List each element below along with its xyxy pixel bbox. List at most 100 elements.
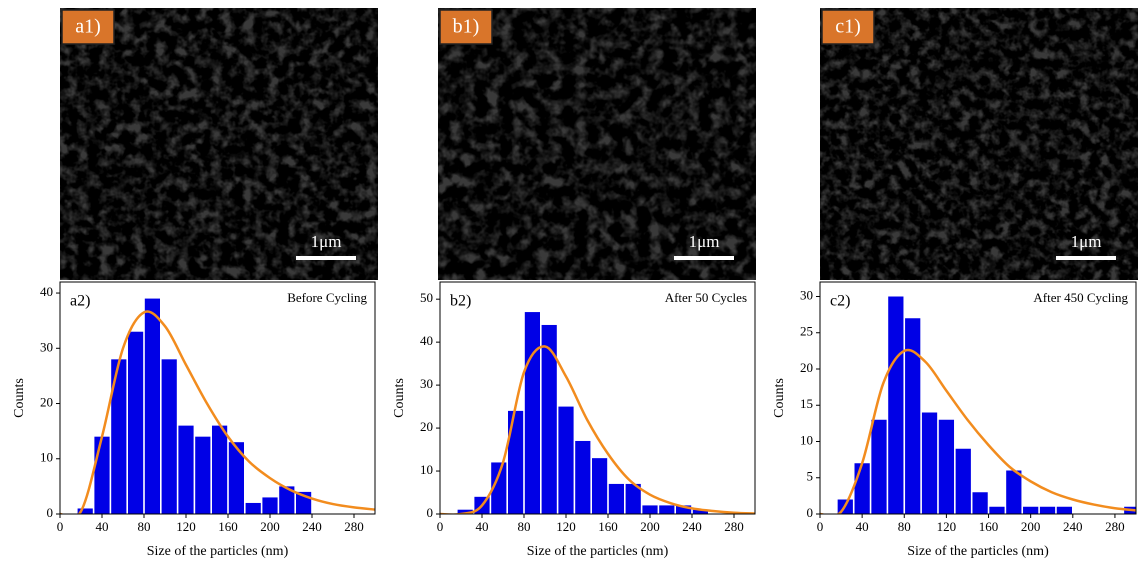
x-tick-label: 280 bbox=[724, 519, 744, 534]
histogram-bar bbox=[161, 359, 177, 514]
x-tick-label: 0 bbox=[817, 519, 824, 534]
x-tick-label: 200 bbox=[640, 519, 660, 534]
image-label-box bbox=[439, 9, 493, 45]
histogram-bar bbox=[989, 506, 1005, 514]
panel-label: b2) bbox=[450, 293, 471, 310]
histogram-bar bbox=[541, 324, 557, 514]
image-label: a1) bbox=[75, 16, 101, 38]
histogram-bar bbox=[1056, 506, 1072, 514]
y-tick-label: 50 bbox=[420, 290, 433, 305]
y-axis-label: Counts bbox=[392, 378, 407, 418]
y-tick-label: 0 bbox=[47, 505, 54, 520]
y-axis-label: Counts bbox=[772, 378, 787, 418]
x-tick-label: 240 bbox=[1063, 519, 1083, 534]
x-tick-label: 280 bbox=[1105, 519, 1125, 534]
panel-label: c2) bbox=[830, 293, 850, 310]
x-axis-label: Size of the particles (nm) bbox=[907, 544, 1049, 559]
x-tick-label: 80 bbox=[138, 519, 151, 534]
sem-image: b1) 1μm bbox=[438, 8, 756, 280]
y-tick-label: 0 bbox=[427, 505, 434, 520]
plot-frame bbox=[439, 281, 756, 515]
histogram-bar bbox=[128, 331, 144, 514]
scale-bar-label: 1μm bbox=[311, 232, 342, 251]
fit-curve bbox=[60, 310, 375, 514]
histogram-bar bbox=[854, 463, 870, 514]
x-tick-label: 120 bbox=[937, 519, 957, 534]
x-tick-label: 160 bbox=[218, 519, 238, 534]
sem-texture bbox=[60, 8, 378, 280]
histogram-bar bbox=[625, 483, 641, 514]
y-tick-label: 10 bbox=[800, 432, 813, 447]
histogram-bar bbox=[972, 492, 988, 514]
image-label-box bbox=[821, 9, 875, 45]
y-tick-label: 5 bbox=[807, 469, 814, 484]
scale-bar-label: 1μm bbox=[1071, 232, 1102, 251]
histogram-bar bbox=[111, 359, 127, 514]
scale-bar-label: 1μm bbox=[689, 232, 720, 251]
histogram-bar bbox=[262, 497, 278, 514]
sem-image: a1) 1μm bbox=[60, 8, 378, 280]
histogram-bar bbox=[508, 410, 524, 514]
panel-label: a2) bbox=[70, 293, 90, 310]
histogram-bar bbox=[245, 502, 261, 514]
histogram-bar bbox=[524, 312, 540, 514]
y-axis-label: Counts bbox=[12, 378, 27, 418]
histogram-bar bbox=[692, 509, 708, 514]
x-tick-label: 120 bbox=[176, 519, 196, 534]
fit-curve bbox=[440, 345, 755, 514]
x-tick-label: 160 bbox=[598, 519, 618, 534]
histogram-bar bbox=[659, 505, 675, 514]
y-tick-label: 0 bbox=[807, 505, 814, 520]
x-tick-label: 40 bbox=[476, 519, 489, 534]
histogram-bar bbox=[642, 505, 658, 514]
histogram-bar bbox=[592, 458, 608, 514]
annotation: After 50 Cycles bbox=[665, 290, 747, 305]
histogram-bar bbox=[279, 486, 295, 514]
histogram-bar bbox=[575, 440, 591, 514]
histogram-bar bbox=[457, 509, 473, 514]
histogram-bar bbox=[1039, 506, 1056, 514]
histogram-bar bbox=[491, 462, 507, 514]
y-tick-label: 15 bbox=[800, 396, 813, 411]
x-tick-label: 200 bbox=[1021, 519, 1041, 534]
histogram-bar bbox=[955, 448, 971, 514]
y-tick-label: 20 bbox=[40, 395, 53, 410]
histogram-bar bbox=[676, 505, 692, 514]
histogram-bar bbox=[195, 436, 211, 514]
y-tick-label: 10 bbox=[40, 450, 53, 465]
image-label: b1) bbox=[453, 16, 480, 38]
x-tick-label: 160 bbox=[979, 519, 999, 534]
y-tick-label: 30 bbox=[40, 339, 53, 354]
histogram-bar bbox=[212, 425, 228, 514]
x-tick-label: 280 bbox=[344, 519, 364, 534]
y-tick-label: 30 bbox=[800, 287, 813, 302]
annotation: After 450 Cycling bbox=[1033, 290, 1128, 305]
histogram-bar bbox=[228, 442, 244, 514]
image-label-box bbox=[61, 9, 115, 45]
histogram-bar bbox=[1023, 506, 1039, 514]
x-tick-label: 240 bbox=[302, 519, 322, 534]
x-tick-label: 240 bbox=[682, 519, 702, 534]
histogram-bar bbox=[144, 298, 160, 514]
histogram-bar bbox=[178, 425, 194, 514]
plot-frame bbox=[59, 281, 376, 515]
image-label: c1) bbox=[835, 16, 861, 38]
x-tick-label: 0 bbox=[437, 519, 444, 534]
sem-texture bbox=[438, 8, 756, 280]
annotation: Before Cycling bbox=[287, 290, 367, 305]
x-axis-label: Size of the particles (nm) bbox=[527, 544, 669, 559]
histogram-bar bbox=[94, 436, 110, 514]
y-tick-label: 25 bbox=[800, 324, 813, 339]
y-tick-label: 10 bbox=[420, 462, 433, 477]
x-axis-label: Size of the particles (nm) bbox=[147, 544, 289, 559]
histogram-bar bbox=[77, 508, 93, 514]
histogram-bar bbox=[608, 483, 624, 514]
y-tick-label: 40 bbox=[420, 333, 433, 348]
histogram-bar bbox=[921, 412, 938, 514]
sem-image: c1) 1μm bbox=[820, 8, 1138, 280]
x-tick-label: 40 bbox=[96, 519, 109, 534]
histogram-bar bbox=[888, 296, 904, 514]
y-tick-label: 30 bbox=[420, 376, 433, 391]
y-tick-label: 40 bbox=[40, 284, 53, 299]
